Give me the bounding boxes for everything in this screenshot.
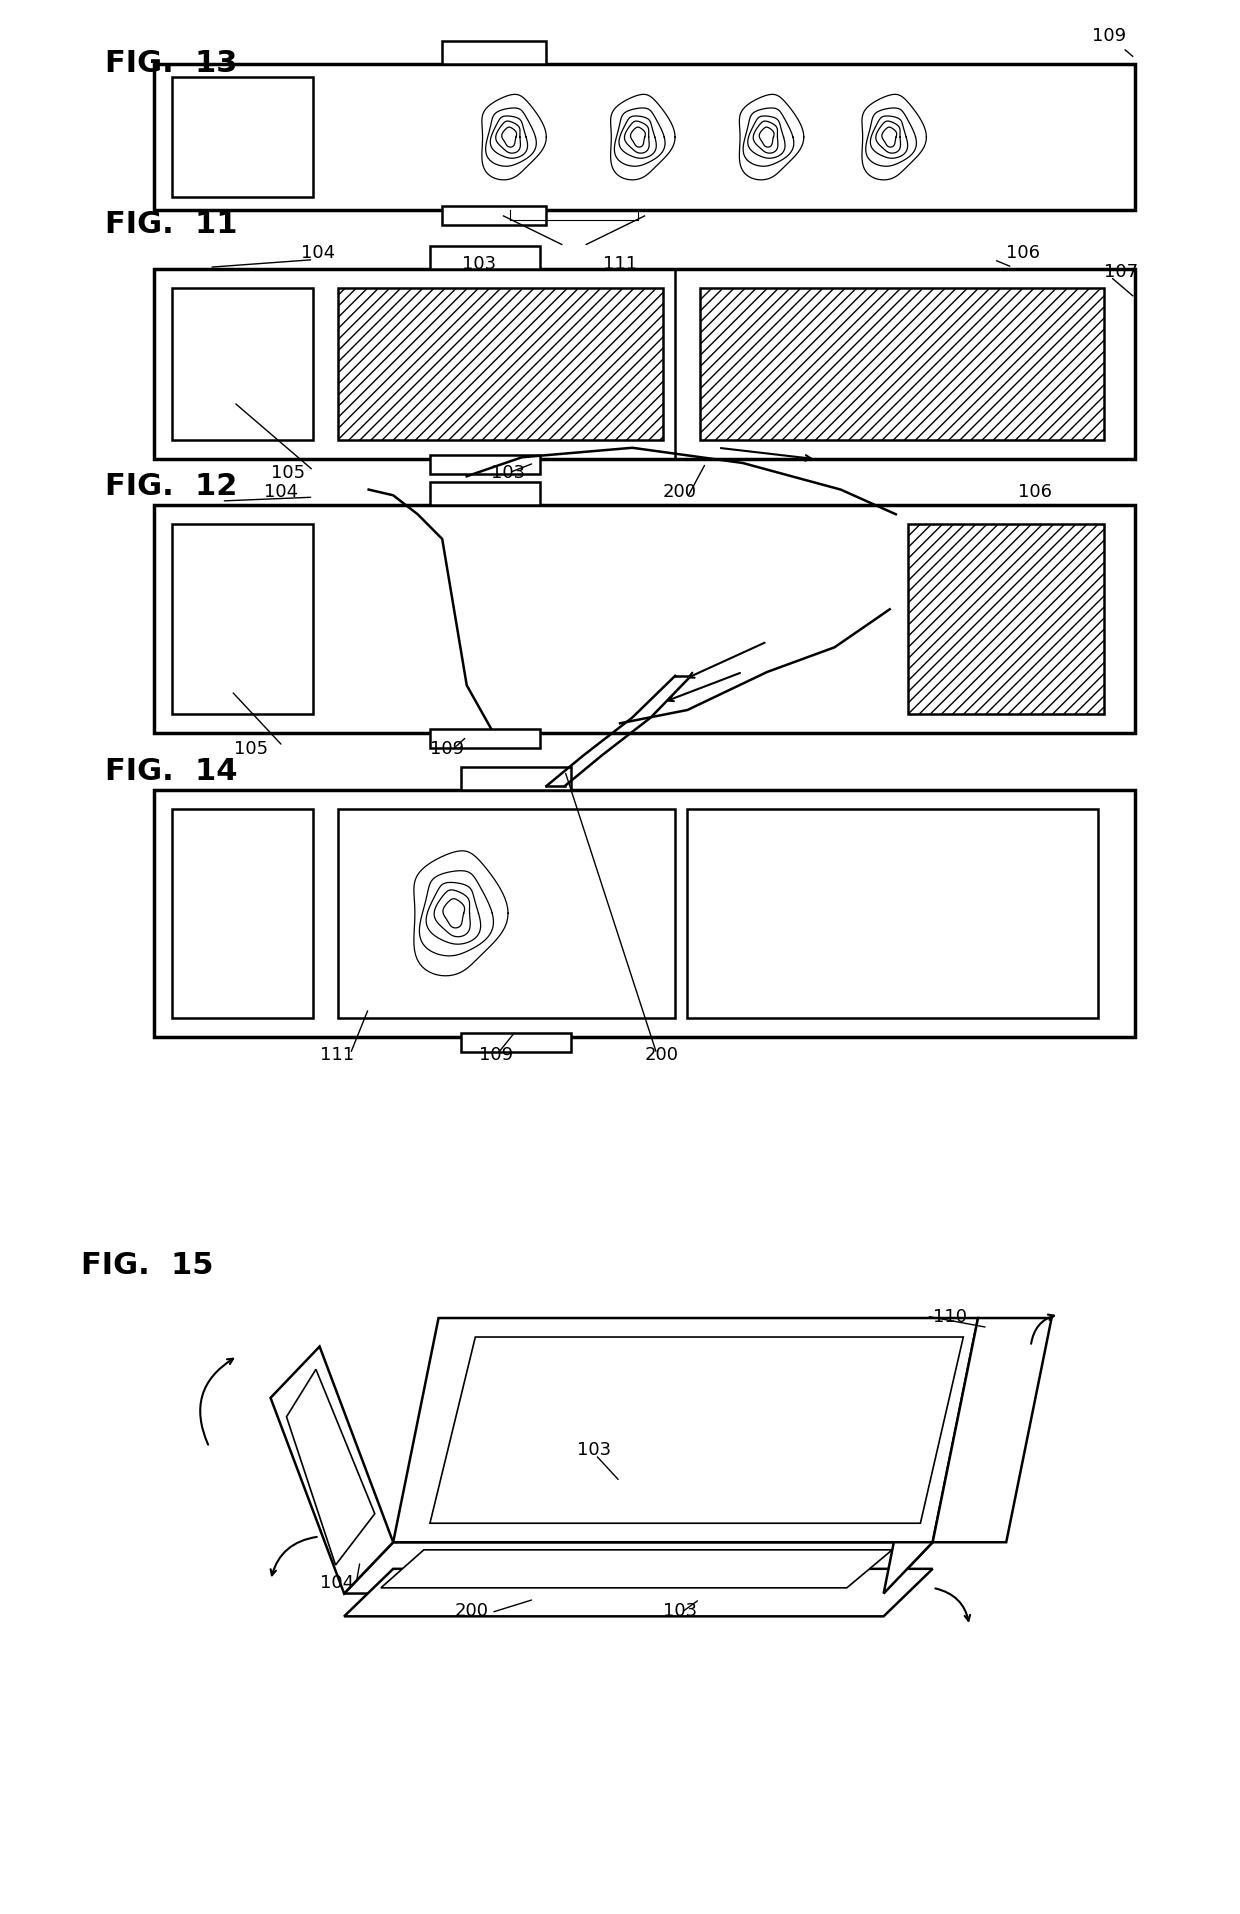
- Bar: [687, 810, 1099, 1018]
- Text: FIG.  13: FIG. 13: [105, 48, 237, 78]
- Bar: [339, 289, 663, 440]
- Bar: [339, 810, 675, 1018]
- Bar: [154, 790, 1135, 1037]
- Polygon shape: [932, 1319, 1052, 1543]
- Text: 200: 200: [455, 1602, 489, 1621]
- Bar: [172, 524, 314, 714]
- Text: 105: 105: [270, 465, 305, 482]
- Bar: [460, 768, 570, 790]
- Bar: [154, 505, 1135, 733]
- Polygon shape: [286, 1369, 374, 1566]
- Text: 103: 103: [663, 1602, 697, 1621]
- Bar: [430, 729, 541, 748]
- Polygon shape: [381, 1550, 893, 1589]
- Polygon shape: [884, 1319, 978, 1594]
- Text: FIG.  15: FIG. 15: [81, 1252, 213, 1280]
- Text: 106: 106: [1018, 482, 1053, 501]
- Bar: [172, 289, 314, 440]
- Text: 104: 104: [264, 482, 299, 501]
- Bar: [154, 270, 1135, 459]
- Text: 109: 109: [479, 1045, 513, 1064]
- Text: 104: 104: [301, 243, 335, 262]
- Bar: [172, 810, 314, 1018]
- Bar: [443, 40, 547, 63]
- Polygon shape: [270, 1347, 393, 1594]
- Text: 200: 200: [645, 1045, 678, 1064]
- Text: FIG.  14: FIG. 14: [105, 758, 238, 787]
- Bar: [443, 207, 547, 226]
- Text: 104: 104: [320, 1573, 353, 1592]
- Bar: [430, 247, 541, 270]
- Text: 109: 109: [430, 739, 464, 758]
- Text: 200: 200: [663, 482, 697, 501]
- Polygon shape: [345, 1569, 932, 1615]
- Bar: [430, 456, 541, 475]
- Text: 106: 106: [1006, 243, 1040, 262]
- Polygon shape: [430, 1338, 963, 1524]
- Text: FIG.  12: FIG. 12: [105, 473, 237, 501]
- Bar: [699, 289, 1105, 440]
- Polygon shape: [393, 1319, 978, 1543]
- Text: 107: 107: [1105, 262, 1138, 281]
- Text: 103: 103: [577, 1441, 611, 1458]
- Bar: [430, 482, 541, 505]
- Text: 109: 109: [1092, 27, 1133, 56]
- Text: FIG.  11: FIG. 11: [105, 211, 238, 239]
- Text: 111: 111: [603, 255, 637, 274]
- Text: 105: 105: [234, 739, 268, 758]
- Bar: [154, 63, 1135, 211]
- Text: 103: 103: [491, 465, 526, 482]
- Text: 110: 110: [932, 1307, 967, 1326]
- Bar: [908, 524, 1105, 714]
- Text: 111: 111: [320, 1045, 353, 1064]
- Bar: [172, 77, 314, 197]
- Bar: [460, 1034, 570, 1053]
- Polygon shape: [345, 1543, 932, 1594]
- Text: 103: 103: [463, 255, 496, 274]
